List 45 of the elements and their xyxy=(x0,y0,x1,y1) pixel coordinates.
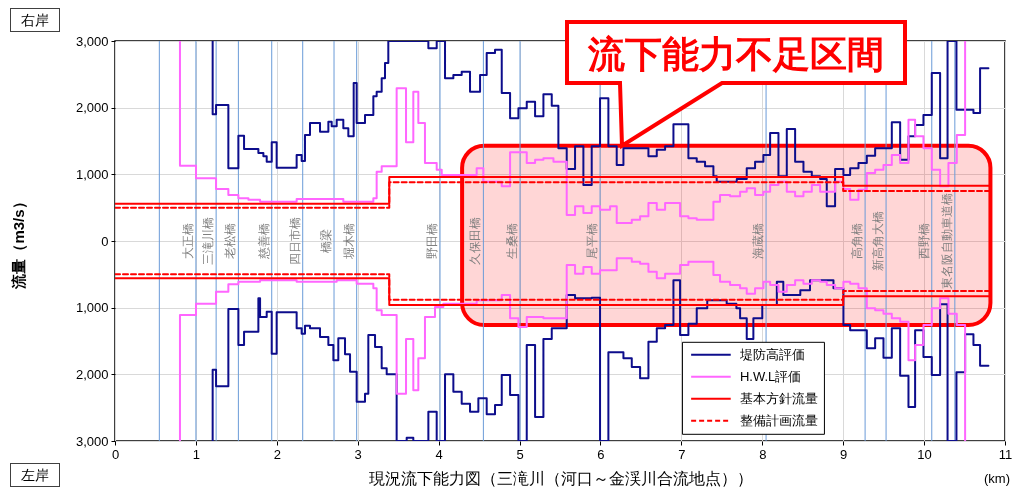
x-tick-label: 4 xyxy=(435,446,443,462)
legend-label: H.W.L評価 xyxy=(739,368,802,384)
ref-line-label: 東名阪自動車道橋 xyxy=(939,193,954,289)
ref-line-label: 堀木橋 xyxy=(341,223,356,260)
text: 左岸 xyxy=(10,463,60,487)
x-tick-label: 1 xyxy=(192,446,201,462)
y-tick-label: 1,000 xyxy=(75,166,109,182)
x-axis-title: 現況流下能力図（三滝川（河口～金渓川合流地点）） xyxy=(368,469,753,487)
y-tick-label: 3,000 xyxy=(75,433,109,449)
x-tick-label: 5 xyxy=(516,446,524,462)
ref-line-label: 海蔵橋 xyxy=(751,223,766,259)
x-tick-label: 10 xyxy=(917,446,932,462)
x-tick-label: 7 xyxy=(678,446,686,462)
y-tick-label: 2,000 xyxy=(75,366,109,382)
ref-line-label: 慈善橋 xyxy=(256,223,271,260)
text: 右岸 xyxy=(10,8,60,32)
ref-line-label: 生桑橋 xyxy=(505,223,520,259)
y-tick-label: 1,000 xyxy=(75,300,109,316)
ref-line-label: 西野橋 xyxy=(916,223,931,259)
y-axis-title: 流量（m3/s） xyxy=(9,194,27,290)
y-tick-label: 3,000 xyxy=(75,33,109,49)
x-tick-label: 11 xyxy=(998,446,1013,462)
x-tick-label: 3 xyxy=(354,446,362,462)
x-tick-label: 9 xyxy=(840,446,848,462)
y-tick-label: 0 xyxy=(101,233,109,249)
ref-line-label: 橋梁 xyxy=(319,229,334,253)
ref-line-label: 大正橋 xyxy=(180,223,195,259)
x-tick-label: 2 xyxy=(273,446,281,462)
ref-line-label: 久保田橋 xyxy=(468,217,483,265)
ref-line-label: 新高角大橋 xyxy=(871,211,886,271)
legend-label: 基本方針流量 xyxy=(739,390,818,406)
y-tick-label: 2,000 xyxy=(75,100,109,116)
band-label: 流下能力不足区間 xyxy=(587,34,884,75)
ref-line-label: 四日市橋 xyxy=(287,217,302,265)
legend-label: 整備計画流量 xyxy=(739,412,818,428)
ref-line-label: 野田橋 xyxy=(425,223,440,259)
ref-line-label: 高角橋 xyxy=(850,223,865,259)
x-tick-label: 8 xyxy=(759,446,767,462)
text: (km) xyxy=(984,471,1010,486)
ref-line-label: 尾平橋 xyxy=(585,223,600,259)
ref-line-label: 三滝川橋 xyxy=(201,217,216,265)
ref-line-label: 老松橋 xyxy=(223,223,238,259)
legend-label: 堤防高評価 xyxy=(738,346,805,362)
x-tick-label: 6 xyxy=(597,446,605,462)
x-tick-label: 0 xyxy=(111,446,120,462)
